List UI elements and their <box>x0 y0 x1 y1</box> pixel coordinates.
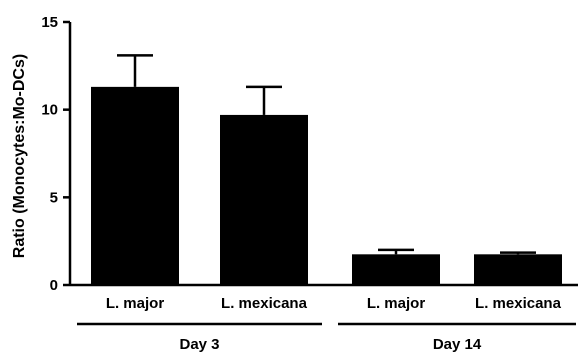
error-bars <box>117 54 536 255</box>
group-labels: Day 3 Day 14 <box>77 322 576 353</box>
group-label: Day 14 <box>433 336 482 353</box>
category-label: L. mexicana <box>475 295 562 312</box>
y-tick-label: 0 <box>50 277 58 294</box>
category-label: L. major <box>106 295 165 312</box>
y-axis: 0 5 10 15 <box>41 14 72 294</box>
category-label: L. mexicana <box>221 295 308 312</box>
bar <box>352 254 440 285</box>
category-label: L. major <box>367 295 426 312</box>
bars <box>91 86 562 285</box>
bar <box>220 114 308 285</box>
group-label: Day 3 <box>179 336 219 353</box>
bar <box>91 86 179 285</box>
y-axis-label: Ratio (Monocytes:Mo-DCs) <box>11 54 28 258</box>
bar <box>474 254 562 285</box>
y-tick-label: 10 <box>41 102 58 119</box>
y-tick-label: 15 <box>41 14 58 31</box>
category-labels: L. major L. mexicana L. major L. mexicana <box>106 295 562 312</box>
y-tick-label: 5 <box>50 189 58 206</box>
